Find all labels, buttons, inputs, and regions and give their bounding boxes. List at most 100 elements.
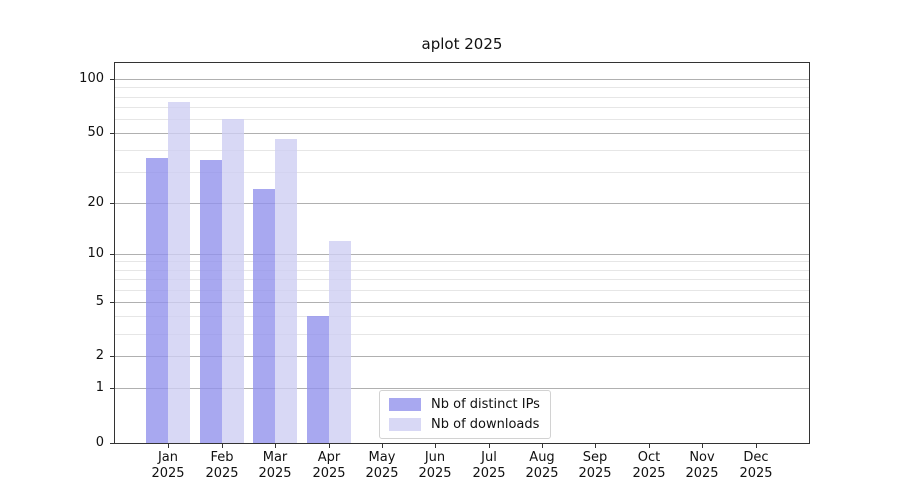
x-tick-mark bbox=[275, 444, 276, 448]
x-tick-month: Oct bbox=[637, 450, 661, 465]
x-tick-year: 2025 bbox=[578, 466, 612, 481]
bar-mar-distinct-ips bbox=[253, 189, 275, 443]
y-tick-mark bbox=[110, 302, 114, 303]
y-tick-label-100: 100 bbox=[79, 71, 104, 86]
x-tick-month: Jun bbox=[424, 450, 446, 465]
y-tick-mark bbox=[110, 133, 114, 134]
major-gridline bbox=[115, 254, 809, 255]
y-tick-label-20: 20 bbox=[87, 195, 104, 210]
x-tick-mark bbox=[222, 444, 223, 448]
x-tick-year: 2025 bbox=[365, 466, 399, 481]
minor-gridline bbox=[115, 290, 809, 291]
x-tick-month: Feb bbox=[210, 450, 234, 465]
major-gridline bbox=[115, 203, 809, 204]
minor-gridline bbox=[115, 279, 809, 280]
y-tick-mark bbox=[110, 203, 114, 204]
major-gridline bbox=[115, 356, 809, 357]
y-tick-mark bbox=[110, 388, 114, 389]
x-tick-month: Mar bbox=[262, 450, 288, 465]
x-tick-label-jun: Jun 2025 bbox=[403, 450, 467, 482]
y-tick-label-50: 50 bbox=[87, 125, 104, 140]
x-tick-label-aug: Aug 2025 bbox=[510, 450, 574, 482]
major-gridline bbox=[115, 133, 809, 134]
legend-label-distinct-ips: Nb of distinct IPs bbox=[431, 397, 540, 412]
x-tick-mark bbox=[756, 444, 757, 448]
x-tick-mark bbox=[649, 444, 650, 448]
x-tick-label-mar: Mar 2025 bbox=[243, 450, 307, 482]
legend-item-downloads: Nb of downloads bbox=[389, 417, 540, 432]
minor-gridline bbox=[115, 172, 809, 173]
y-tick-label-2: 2 bbox=[95, 348, 104, 363]
x-tick-month: Aug bbox=[529, 450, 555, 465]
x-tick-year: 2025 bbox=[685, 466, 719, 481]
x-tick-label-nov: Nov 2025 bbox=[670, 450, 734, 482]
x-tick-year: 2025 bbox=[472, 466, 506, 481]
x-tick-year: 2025 bbox=[418, 466, 452, 481]
minor-gridline bbox=[115, 261, 809, 262]
legend: Nb of distinct IPs Nb of downloads bbox=[379, 390, 551, 439]
minor-gridline bbox=[115, 150, 809, 151]
minor-gridline bbox=[115, 316, 809, 317]
minor-gridline bbox=[115, 107, 809, 108]
x-tick-label-jul: Jul 2025 bbox=[457, 450, 521, 482]
x-tick-year: 2025 bbox=[739, 466, 773, 481]
x-tick-month: Jul bbox=[481, 450, 497, 465]
minor-gridline bbox=[115, 97, 809, 98]
x-tick-mark bbox=[329, 444, 330, 448]
x-tick-year: 2025 bbox=[205, 466, 239, 481]
major-gridline bbox=[115, 79, 809, 80]
bar-feb-distinct-ips bbox=[200, 160, 222, 443]
x-tick-label-may: May 2025 bbox=[350, 450, 414, 482]
minor-gridline bbox=[115, 334, 809, 335]
x-tick-year: 2025 bbox=[525, 466, 559, 481]
y-tick-label-1: 1 bbox=[95, 380, 104, 395]
x-tick-year: 2025 bbox=[258, 466, 292, 481]
y-tick-mark bbox=[110, 254, 114, 255]
x-tick-year: 2025 bbox=[151, 466, 185, 481]
y-tick-label-5: 5 bbox=[95, 294, 104, 309]
x-tick-mark bbox=[595, 444, 596, 448]
chart-title: aplot 2025 bbox=[421, 35, 503, 53]
x-tick-mark bbox=[435, 444, 436, 448]
x-tick-label-feb: Feb 2025 bbox=[190, 450, 254, 482]
bar-feb-downloads bbox=[222, 119, 244, 443]
x-tick-month: Apr bbox=[317, 450, 341, 465]
bar-apr-distinct-ips bbox=[307, 316, 329, 443]
x-tick-month: Nov bbox=[689, 450, 715, 465]
x-tick-label-sep: Sep 2025 bbox=[563, 450, 627, 482]
bar-jan-distinct-ips bbox=[146, 158, 168, 443]
major-gridline bbox=[115, 388, 809, 389]
plot-area: Nb of distinct IPs Nb of downloads bbox=[114, 62, 810, 444]
x-tick-year: 2025 bbox=[312, 466, 346, 481]
x-tick-month: May bbox=[368, 450, 396, 465]
bar-apr-downloads bbox=[329, 241, 351, 443]
y-tick-mark bbox=[110, 443, 114, 444]
legend-swatch-downloads bbox=[389, 418, 421, 431]
x-tick-month: Dec bbox=[743, 450, 769, 465]
x-tick-mark bbox=[382, 444, 383, 448]
x-tick-mark bbox=[702, 444, 703, 448]
bar-mar-downloads bbox=[275, 139, 297, 443]
x-tick-year: 2025 bbox=[632, 466, 666, 481]
x-tick-month: Jan bbox=[157, 450, 179, 465]
minor-gridline bbox=[115, 87, 809, 88]
legend-label-downloads: Nb of downloads bbox=[431, 417, 540, 432]
x-tick-mark bbox=[489, 444, 490, 448]
y-tick-mark bbox=[110, 79, 114, 80]
x-tick-label-oct: Oct 2025 bbox=[617, 450, 681, 482]
legend-item-distinct-ips: Nb of distinct IPs bbox=[389, 397, 540, 412]
y-tick-label-0: 0 bbox=[95, 435, 104, 450]
x-tick-label-apr: Apr 2025 bbox=[297, 450, 361, 482]
major-gridline bbox=[115, 302, 809, 303]
legend-swatch-distinct-ips bbox=[389, 398, 421, 411]
x-tick-month: Sep bbox=[582, 450, 608, 465]
minor-gridline bbox=[115, 119, 809, 120]
y-tick-label-10: 10 bbox=[87, 246, 104, 261]
x-tick-mark bbox=[168, 444, 169, 448]
x-tick-label-dec: Dec 2025 bbox=[724, 450, 788, 482]
y-tick-mark bbox=[110, 356, 114, 357]
bar-jan-downloads bbox=[168, 102, 190, 443]
x-tick-label-jan: Jan 2025 bbox=[136, 450, 200, 482]
minor-gridline bbox=[115, 270, 809, 271]
